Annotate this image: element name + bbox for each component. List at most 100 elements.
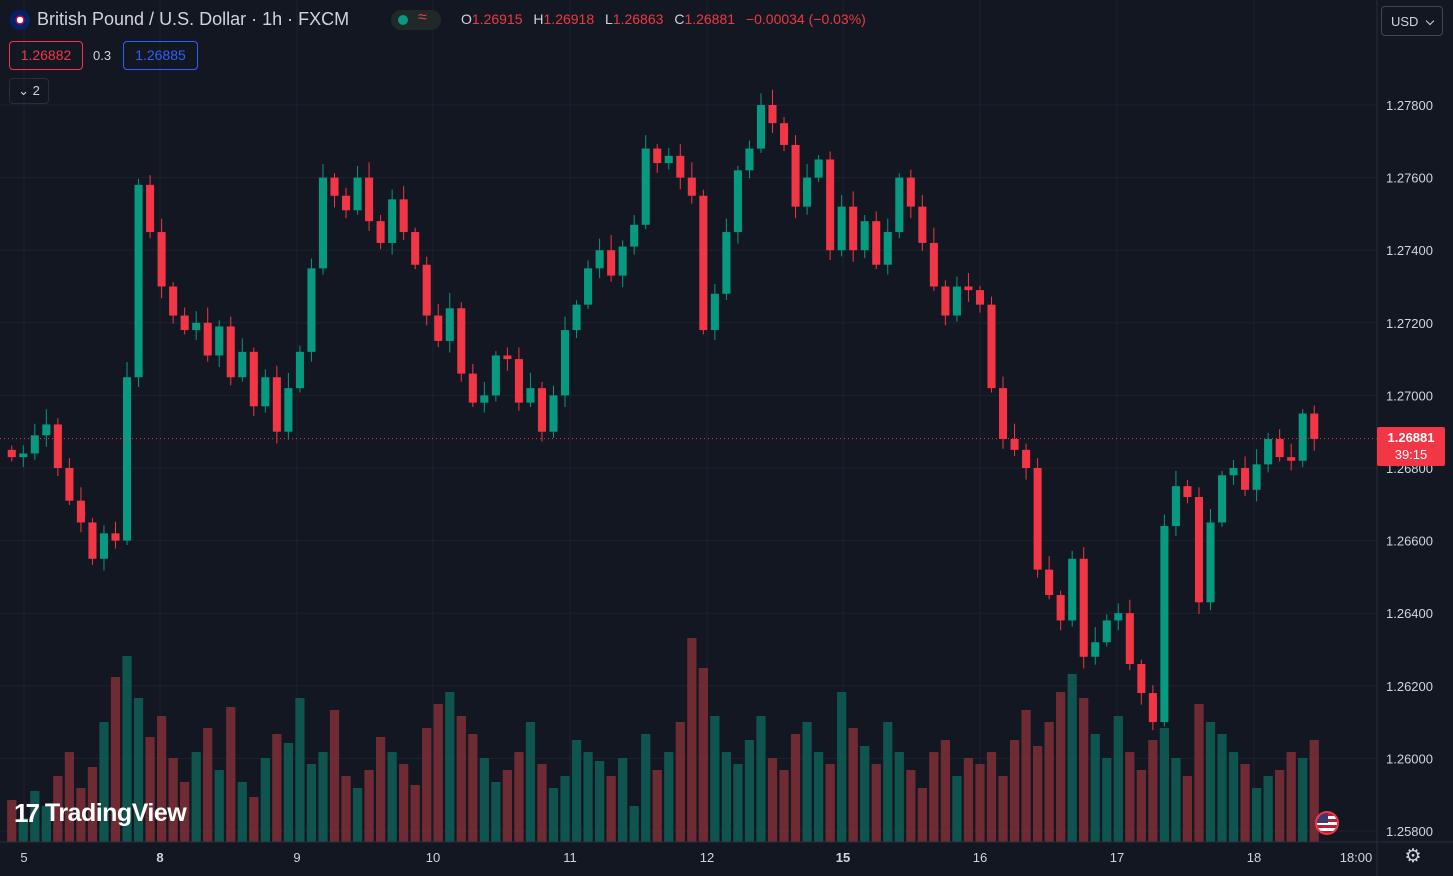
volume-bar	[975, 764, 985, 842]
volume-bar	[514, 752, 524, 842]
candle-body	[1229, 468, 1238, 476]
volume-bar	[145, 737, 155, 842]
volume-bar	[226, 707, 236, 842]
volume-bar	[387, 752, 397, 842]
currency-select[interactable]: USD	[1381, 6, 1443, 36]
candle-body	[76, 500, 85, 523]
candle-body	[1056, 595, 1065, 621]
volume-bar	[272, 734, 282, 842]
volume-bar	[1286, 752, 1296, 842]
volume-bar	[191, 752, 201, 842]
us-flag-icon[interactable]	[1315, 811, 1339, 835]
volume-bar	[848, 728, 858, 842]
market-open-icon	[398, 15, 408, 25]
candle-body	[998, 388, 1008, 439]
volume-bar	[399, 764, 409, 842]
symbol-title[interactable]: British Pound / U.S. Dollar · 1h · FXCM	[37, 9, 350, 29]
candle-body	[411, 232, 420, 265]
volume-bar	[110, 677, 121, 842]
volume-bar	[1009, 740, 1020, 842]
time-tick-label: 17	[1110, 850, 1124, 865]
price-axis: 1.27800 1.27600 1.27400 1.27200 1.27000 1.268…	[1386, 98, 1433, 839]
volume-bar	[1240, 764, 1250, 842]
price-tick-label: 1.27400	[1386, 243, 1433, 258]
candle-body	[180, 315, 189, 331]
gbp-flag-icon	[10, 10, 30, 30]
volume-bar	[76, 788, 86, 842]
wave-icon: ≈	[418, 9, 427, 26]
volume-bar	[986, 752, 997, 842]
candle-body	[1310, 413, 1319, 439]
volume-bar	[767, 758, 778, 842]
buy-button[interactable]: 1.26885	[123, 41, 198, 70]
volume-bar	[260, 758, 270, 842]
candle-body	[284, 388, 293, 432]
volume-bar	[341, 776, 351, 842]
volume-bar	[929, 752, 939, 842]
candle-body	[307, 268, 316, 352]
candle-body	[664, 155, 673, 164]
candle-body	[1252, 464, 1261, 490]
volume-bar	[871, 764, 881, 842]
tradingview-logo[interactable]: 17 TradingView	[14, 798, 187, 829]
volume-bar	[571, 740, 582, 842]
candle-body	[987, 304, 996, 389]
volume-bar	[906, 770, 916, 842]
time-tick-label: 16	[973, 850, 987, 865]
time-tick-label: 5	[20, 850, 27, 865]
open-label: O	[461, 11, 472, 27]
candle-body	[964, 286, 973, 291]
volume-bar	[352, 788, 363, 842]
candle-body	[514, 359, 523, 403]
candle-body	[814, 159, 823, 178]
volume-bar	[364, 770, 374, 842]
volume-bar	[710, 716, 720, 842]
price-tick-label: 1.26600	[1386, 534, 1433, 549]
candle-body	[445, 308, 454, 341]
candle-body	[1264, 438, 1273, 465]
candle-body	[1091, 642, 1100, 657]
candle-body	[929, 242, 938, 287]
candle-body	[376, 221, 385, 243]
candle-body	[1275, 438, 1284, 458]
candle-body	[169, 286, 178, 316]
candle-body	[607, 250, 616, 276]
indicators-toggle[interactable]: ⌄ 2	[9, 78, 49, 104]
last-price-label: 1.26881 39:15	[1377, 427, 1445, 466]
volume-bar	[329, 710, 340, 842]
volume-bar	[675, 722, 685, 842]
candle-body	[676, 155, 685, 178]
candle-body	[849, 206, 858, 251]
volume-bar	[560, 776, 570, 842]
volume-bar	[1090, 734, 1100, 842]
volume-bar	[883, 722, 893, 842]
candle-body	[768, 105, 777, 124]
candle-body	[457, 308, 466, 374]
candle-body	[503, 355, 512, 360]
candle-body	[134, 184, 143, 378]
volume-bar	[1079, 698, 1089, 842]
candle-body	[537, 388, 547, 432]
volume-bar	[53, 776, 63, 842]
candle-body	[365, 177, 374, 222]
candle-body	[918, 206, 927, 243]
volume-bar	[18, 818, 28, 842]
price-tick-label: 1.27600	[1386, 171, 1433, 186]
candle-body	[560, 330, 570, 396]
sell-button[interactable]: 1.26882	[9, 41, 83, 70]
candle-body	[1148, 693, 1157, 723]
candle-body	[272, 377, 281, 432]
volume-bar	[1136, 770, 1146, 842]
candle-body	[641, 148, 650, 225]
volume-bar	[952, 776, 962, 842]
change-value: −0.00034 (−0.03%)	[745, 11, 866, 27]
volume-bar	[721, 752, 732, 842]
candle-body	[1194, 497, 1204, 603]
market-status-badge[interactable]: ≈	[391, 9, 441, 30]
volume-bar	[779, 770, 789, 842]
volume-bar	[445, 692, 455, 842]
gear-icon[interactable]: ⚙	[1404, 846, 1422, 867]
volume-bar	[99, 722, 109, 842]
candle-body	[883, 232, 892, 265]
